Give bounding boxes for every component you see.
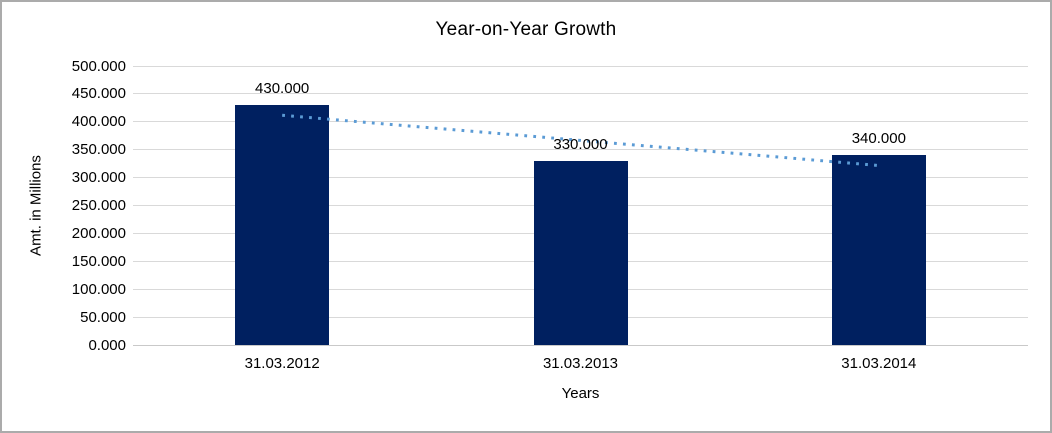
y-tick-label: 50.000 — [80, 308, 126, 326]
y-tick-label: 400.000 — [71, 113, 126, 131]
x-tick-label: 31.03.2013 — [542, 355, 619, 372]
x-axis-title: Years — [561, 385, 600, 402]
y-gridline — [133, 93, 1028, 95]
y-tick-label: 100.000 — [71, 280, 126, 298]
chart-title: Year-on-Year Growth — [435, 19, 617, 40]
y-tick-label: 200.000 — [71, 224, 126, 242]
data-label: 430.000 — [255, 80, 310, 98]
bar — [533, 160, 628, 345]
y-tick-label: 250.000 — [71, 197, 126, 214]
y-tick-label: 150.000 — [71, 252, 126, 270]
bar — [235, 105, 330, 345]
x-tick-label: 31.03.2012 — [244, 355, 320, 372]
y-tick-label: 450.000 — [71, 85, 126, 103]
data-label: 330.000 — [553, 135, 608, 153]
bar — [831, 155, 926, 345]
x-tick-label: 31.03.2014 — [841, 355, 917, 372]
data-label: 340.000 — [851, 130, 906, 148]
y-tick-label: 300.000 — [71, 169, 126, 187]
x-axis-line — [133, 344, 1028, 346]
y-tick-label: 350.000 — [71, 141, 126, 159]
y-tick-label: 0.000 — [88, 336, 126, 354]
y-axis-title: Amt. in Millions — [27, 154, 45, 256]
y-tick-label: 500.000 — [71, 57, 126, 75]
y-gridline — [133, 65, 1028, 67]
